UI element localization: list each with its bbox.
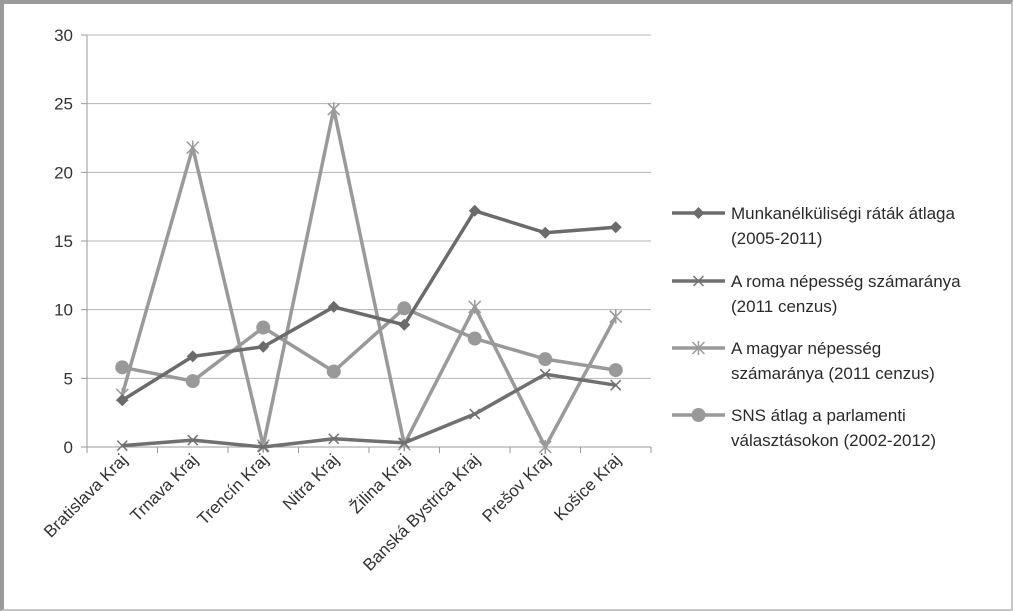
y-axis-ticks: 0 5 10 15 20 25 30 bbox=[54, 26, 88, 457]
data-point bbox=[398, 437, 410, 449]
x-tick-label: Trnava Kraj bbox=[126, 450, 201, 525]
x-tick-label: Trencín Kraj bbox=[194, 450, 272, 528]
data-point bbox=[326, 364, 341, 379]
legend-marker bbox=[692, 207, 705, 219]
series-line-4 bbox=[121, 306, 617, 383]
data-point bbox=[327, 102, 341, 117]
x-tick-label: Nitra Kraj bbox=[279, 450, 343, 514]
series-lines bbox=[115, 102, 623, 454]
data-point bbox=[608, 363, 623, 378]
legend-marker bbox=[691, 341, 706, 355]
data-point bbox=[468, 204, 481, 217]
series-line-2 bbox=[122, 372, 617, 449]
legend-label: (2005-2011) bbox=[731, 229, 822, 248]
data-point bbox=[328, 433, 340, 445]
legend-label: választásokon (2002-2012) bbox=[731, 431, 936, 450]
legend-marker bbox=[691, 408, 706, 422]
legend-label: (2011 cenzus) bbox=[731, 297, 837, 316]
y-tick-label: 25 bbox=[54, 95, 73, 114]
legend-label: SNS átlag a parlamenti bbox=[731, 406, 906, 425]
legend-label: számaránya (2011 cenzus) bbox=[731, 364, 935, 383]
data-point bbox=[539, 368, 551, 380]
data-point bbox=[186, 350, 199, 363]
y-tick-label: 30 bbox=[54, 26, 73, 45]
data-point bbox=[327, 300, 340, 313]
legend-label: A roma népesség számaránya bbox=[731, 272, 961, 291]
y-tick-label: 10 bbox=[54, 301, 73, 320]
gridlines bbox=[87, 34, 651, 448]
data-point bbox=[116, 394, 129, 407]
data-point bbox=[257, 441, 269, 453]
series-line-3 bbox=[120, 107, 618, 449]
data-point bbox=[469, 408, 481, 420]
data-point bbox=[397, 301, 412, 316]
data-point bbox=[539, 226, 552, 239]
data-point bbox=[186, 140, 200, 155]
y-tick-label: 15 bbox=[54, 232, 73, 251]
data-point bbox=[116, 440, 128, 452]
data-point bbox=[115, 360, 130, 375]
data-point bbox=[187, 434, 199, 446]
data-point bbox=[467, 331, 482, 346]
legend-marker bbox=[692, 275, 705, 287]
data-point bbox=[610, 379, 622, 391]
y-tick-label: 0 bbox=[64, 438, 73, 457]
legend-label: A magyar népesség bbox=[731, 339, 881, 358]
legend: Munkanélküliségi ráták átlaga (2005-2011)… bbox=[672, 204, 961, 450]
x-tick-label: Žilina Kraj bbox=[346, 450, 413, 517]
legend-label: Munkanélküliségi ráták átlaga bbox=[731, 204, 956, 223]
data-point bbox=[468, 299, 482, 314]
data-point bbox=[609, 309, 623, 324]
x-tick-label: Banská Bystrica Kraj bbox=[359, 450, 483, 574]
x-tick-label: Prešov Kraj bbox=[479, 450, 555, 526]
data-point bbox=[609, 221, 622, 234]
data-point bbox=[257, 340, 270, 353]
data-point bbox=[185, 374, 200, 389]
data-point bbox=[538, 352, 553, 367]
data-point bbox=[538, 440, 552, 454]
data-point bbox=[398, 318, 411, 331]
data-point bbox=[256, 320, 271, 335]
series-line-1 bbox=[121, 209, 616, 402]
x-tick-label: Bratislava Kraj bbox=[40, 450, 131, 541]
x-tick-label: Košice Kraj bbox=[550, 450, 624, 524]
y-tick-label: 20 bbox=[54, 163, 73, 182]
y-tick-label: 5 bbox=[64, 369, 73, 388]
